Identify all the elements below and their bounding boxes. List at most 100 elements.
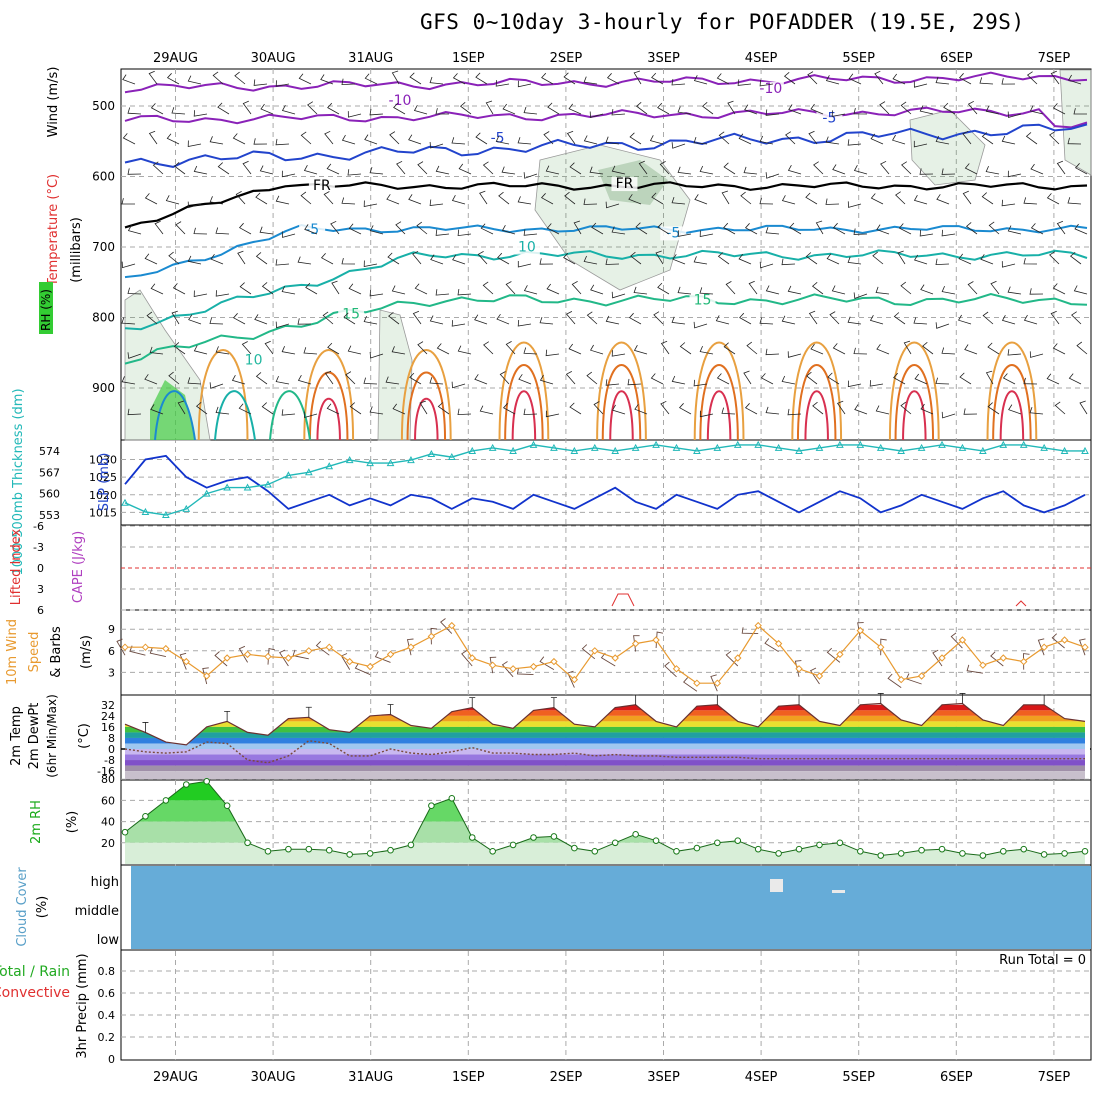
wind-barb (701, 101, 714, 115)
slp-tick-label: 1030 (89, 453, 117, 466)
wind-barb (635, 101, 648, 115)
x-tick-label-top: 4SEP (745, 51, 778, 66)
wind-barb (605, 136, 620, 145)
warm-temp-contour (804, 390, 829, 441)
wind-barb (922, 341, 934, 355)
rh2m-point (305, 845, 313, 853)
wind-barb (307, 101, 318, 115)
wind-barb (300, 191, 312, 205)
wind-barb (569, 402, 582, 415)
wind-barb (255, 192, 268, 205)
rh2m-point (550, 833, 558, 840)
wind-barb (914, 373, 928, 385)
wind10-point (979, 661, 987, 669)
wind-barb (935, 135, 950, 145)
wind-barb (187, 75, 202, 85)
wind-barb (1073, 108, 1087, 115)
wind-barb (941, 168, 956, 175)
wind-barb (121, 198, 135, 205)
rh-tick-label: 20 (101, 837, 115, 850)
wind10-point (284, 654, 293, 662)
wind-barb (175, 221, 186, 235)
wind-barb (958, 314, 972, 325)
contour-label: -10 (759, 81, 782, 97)
wind-barb (479, 190, 488, 205)
wind-barb (781, 195, 796, 205)
wind-barb (477, 251, 488, 265)
wind-barb (870, 133, 884, 145)
wind-barb (275, 138, 290, 146)
wind-barb (627, 378, 642, 386)
wind-barb (903, 340, 912, 355)
wind-barb (743, 166, 758, 175)
wind-barb (655, 250, 664, 265)
wind-barb (496, 313, 510, 325)
rh2m-point (734, 837, 742, 844)
wind-barb (913, 317, 928, 325)
wind10-barb (202, 667, 209, 685)
wind-barb (967, 281, 978, 295)
x-tick-label-bottom: 30AUG (251, 1070, 296, 1085)
wind-barb (718, 131, 730, 145)
cold-temp-contour (269, 390, 311, 441)
thickness-point (407, 456, 415, 464)
wind-barb (523, 347, 538, 355)
wind-barb (435, 289, 450, 296)
wind-barb (217, 162, 230, 175)
wind10-barb (354, 662, 371, 676)
thickness-series-line (124, 444, 1085, 516)
wind-tick-label: 6 (108, 645, 115, 658)
wind10-point (1020, 657, 1028, 666)
precip-legend-convective: Convective (0, 985, 70, 1001)
thickness-point (652, 440, 660, 448)
temp-max-marker (305, 706, 312, 718)
wind-barb (127, 287, 142, 295)
wind-barb (127, 107, 142, 115)
wind-barb (303, 411, 318, 419)
wind-barb (568, 103, 582, 115)
wind-barb (517, 319, 532, 327)
wind10-point (243, 650, 252, 659)
thickness-point (202, 489, 211, 497)
wind-barb (387, 252, 400, 265)
wind-barb (743, 370, 752, 385)
wind-barb (417, 341, 428, 355)
rh-tick-label: 60 (101, 794, 115, 807)
slp-axis-label: SLP (mb) (97, 453, 112, 512)
wind-barb (875, 286, 890, 295)
wind-barb (876, 343, 890, 355)
wind-barb (121, 317, 136, 325)
wind-barb (727, 100, 736, 115)
wind-barb (546, 283, 560, 295)
wind-barb (591, 222, 604, 235)
wind-barb (958, 253, 972, 265)
wind-barb (781, 375, 796, 385)
rh2m-point (816, 841, 823, 849)
wind-barb (660, 400, 670, 415)
wind10-point (386, 650, 395, 659)
wind-barb (962, 130, 972, 145)
wind-barb (391, 70, 400, 85)
wind-barb (363, 200, 378, 207)
wind-barb (611, 291, 626, 299)
wind-barb (305, 282, 318, 295)
wind-barb (633, 345, 648, 355)
wind-barb (913, 81, 928, 88)
x-tick-label-bottom: 7SEP (1038, 1070, 1071, 1085)
wind-barb (765, 285, 780, 295)
wind-barb (298, 73, 312, 85)
wind-barb (458, 163, 472, 175)
wind-barb (964, 163, 978, 175)
wind-barb (1056, 220, 1066, 235)
wind-barb (1001, 315, 1016, 325)
rh2m-point (489, 847, 496, 855)
temp-max-marker (469, 697, 476, 708)
wind-barb (369, 166, 384, 175)
wind-barb (168, 371, 180, 385)
wind-barb (985, 105, 1000, 115)
wind10-barb (539, 656, 555, 670)
temp-band (125, 726, 1085, 733)
wind-barb (693, 256, 708, 265)
wind-barb (1029, 288, 1044, 295)
x-tick-label-bottom: 3SEP (647, 1070, 680, 1085)
